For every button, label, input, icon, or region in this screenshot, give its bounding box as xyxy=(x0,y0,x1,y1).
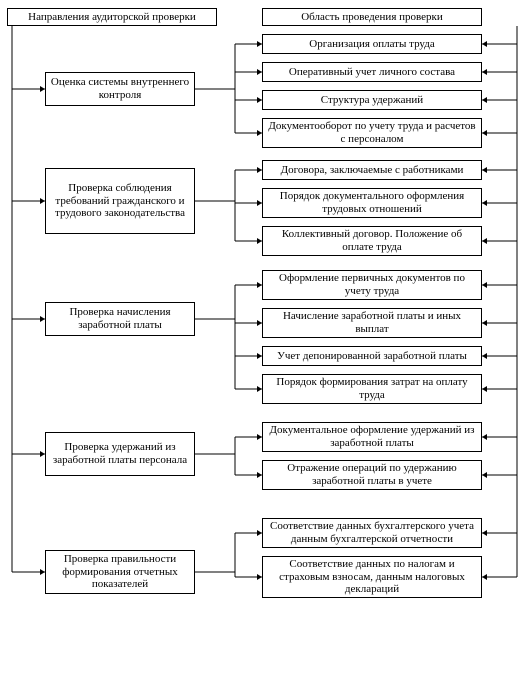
connectors xyxy=(0,0,530,677)
